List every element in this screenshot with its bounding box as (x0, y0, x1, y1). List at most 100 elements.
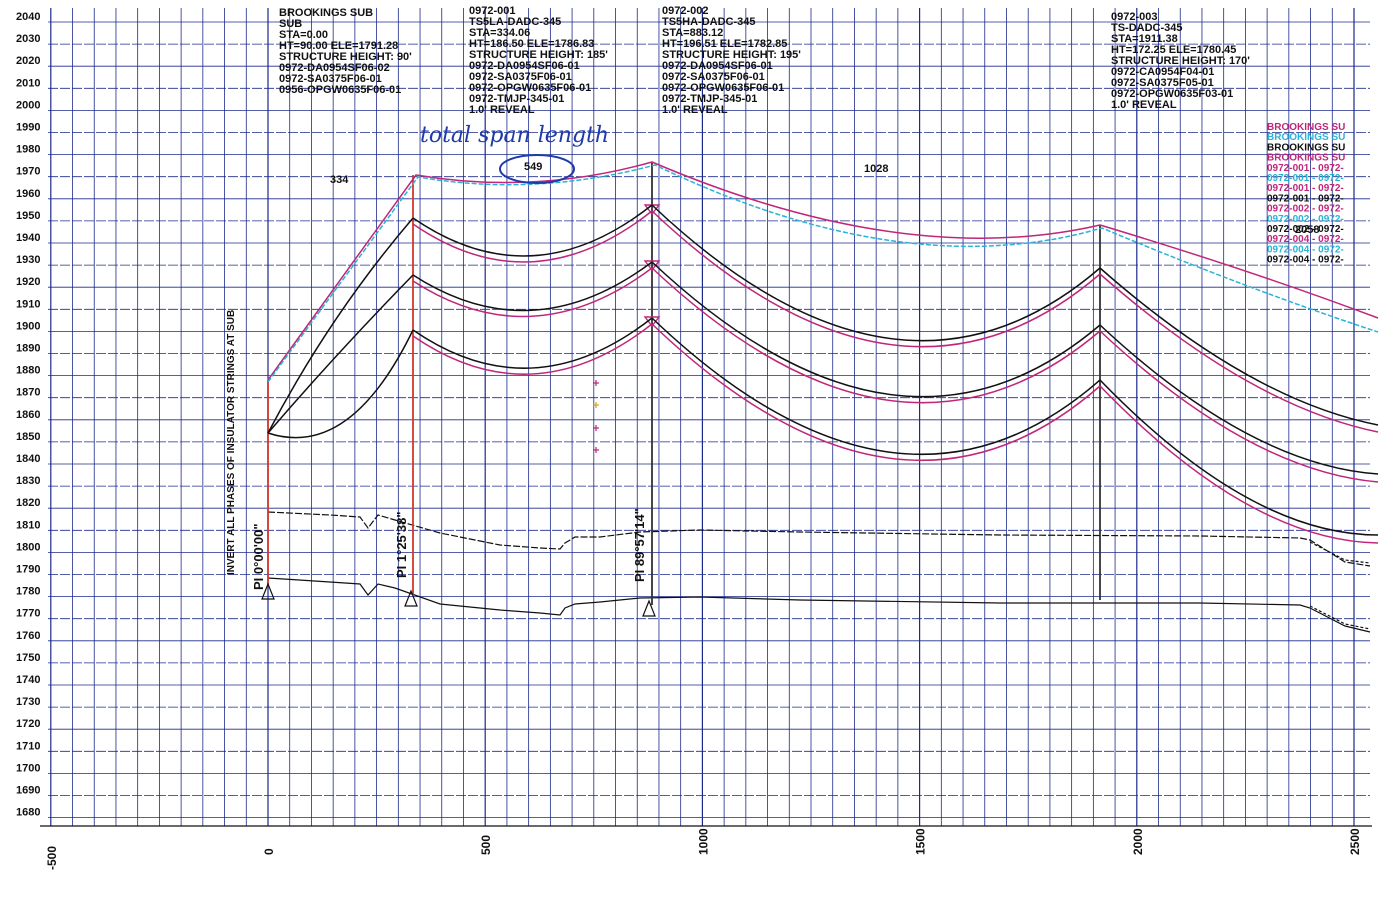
y-tick-label: 1720 (16, 718, 40, 730)
structure-header: TS5HA-DADC-345 (662, 16, 756, 28)
x-tick-label: 2000 (1131, 828, 1145, 855)
structure-header: 0972-CA0954F04-01 (1111, 66, 1214, 78)
ground-line-third (1309, 605, 1371, 630)
structure-header: STA=883.12 (662, 27, 723, 39)
y-tick-label: 1870 (16, 387, 40, 399)
shield-wire-magenta (267, 161, 1379, 381)
legend-entry: 0972-004 - 0972- (1267, 244, 1344, 255)
pi-label: PI 0°00'00" (251, 524, 266, 591)
y-tick-label: 1880 (16, 365, 40, 377)
legend-entry: BROOKINGS SU (1267, 153, 1345, 164)
phase-upper-span1a (267, 217, 414, 434)
pi-marker-1 (404, 589, 418, 607)
y-tick-label: 2030 (16, 33, 40, 45)
y-tick-label: 1960 (16, 188, 40, 200)
structure-header: 0972-SA0375F06-01 (662, 71, 765, 83)
structure-header: STRUCTURE HEIGHT: 170' (1111, 55, 1250, 67)
y-tick-label: 1680 (16, 807, 40, 819)
pi-label: PI 1°25'38" (394, 512, 409, 579)
structure-header: HT=196.51 ELE=1782.85 (662, 38, 787, 50)
legend-entry: 0972-001 - 0972- (1267, 193, 1344, 204)
y-tick-label: 2040 (16, 11, 40, 23)
legend-entry: BROOKINGS SU (1267, 142, 1345, 153)
span-label: 334 (330, 174, 349, 186)
structure-header: 1.0' REVEAL (1111, 99, 1177, 111)
y-tick-label: 1840 (16, 453, 40, 465)
legend-entry: BROOKINGS SU (1267, 132, 1345, 143)
y-tick-label: 1790 (16, 564, 40, 576)
y-tick-label: 2000 (16, 99, 40, 111)
legend-entry: 0972-002 - 0972- (1267, 214, 1344, 225)
structure-header: HT=186.50 ELE=1786.83 (469, 38, 594, 50)
phase-lower-span4b (1099, 385, 1379, 544)
y-tick-label: 1740 (16, 674, 40, 686)
ground-line-second (1309, 541, 1371, 564)
handwritten-circle (499, 154, 575, 184)
structure-header: 0972-003 (1111, 11, 1158, 23)
structure-header: 0956-OPGW0635F06-01 (279, 84, 401, 96)
y-tick-label: 1760 (16, 630, 40, 642)
structure-header: BROOKINGS SUB (279, 7, 373, 19)
x-tick-label: 1500 (914, 828, 928, 855)
structure-header: 0972-TMJP-345-01 (662, 93, 757, 105)
y-tick-label: 1810 (16, 519, 40, 531)
structure-header: STRUCTURE HEIGHT: 90' (279, 51, 412, 63)
pi-marker-2 (642, 599, 656, 617)
ground-profile (267, 511, 1371, 633)
handwritten-note: total span length (420, 123, 609, 148)
structure-header: 0972-001 (469, 5, 516, 17)
x-tick-label: 500 (479, 835, 493, 855)
structure-header: STA=0.00 (279, 29, 328, 41)
pi-labels: PI 0°00'00" PI 1°25'38" PI 89°57'14" INV… (226, 310, 647, 590)
structure-header: STRUCTURE HEIGHT: 185' (469, 49, 608, 61)
y-tick-label: 1820 (16, 497, 40, 509)
phase-lower-span2b (412, 323, 653, 375)
legend-entry: 0972-001 - 0972- (1267, 163, 1344, 174)
y-tick-label: 2010 (16, 77, 40, 89)
legend-entry: 0972-002 - 0972- (1267, 204, 1344, 215)
phase-lower-span4a (1099, 379, 1379, 536)
structure-header: HT=172.25 ELE=1780.45 (1111, 44, 1236, 56)
structure-header: 0972-OPGW0635F03-01 (1111, 88, 1233, 100)
structure-header: TS-DADC-345 (1111, 22, 1183, 34)
y-tick-label: 1890 (16, 343, 40, 355)
y-tick-label: 1800 (16, 541, 40, 553)
structure-header: STA=1911.38 (1111, 33, 1178, 45)
x-tick-label: 0 (262, 848, 276, 855)
y-tick-label: 1750 (16, 652, 40, 664)
structure-header: 0972-OPGW0635F06-01 (662, 82, 784, 94)
legend-entry: 0972-004 - 0972- (1267, 255, 1344, 266)
y-tick-label: 2020 (16, 55, 40, 67)
y-tick-label: 1990 (16, 122, 40, 134)
structure-header: 0972-002 (662, 5, 709, 17)
ground-line-upper (267, 511, 1371, 567)
span-label: 549 (524, 161, 542, 173)
x-tick-label: -500 (45, 846, 59, 870)
y-tick-label: 1780 (16, 586, 40, 598)
phase-lower-span1a (267, 329, 414, 439)
cross-mark (593, 425, 599, 431)
structure-header: 0972-DA0954SF06-01 (662, 60, 773, 72)
phase-middle-span4b (1099, 330, 1379, 483)
phase-lower-span2a (412, 317, 653, 369)
phase-lower-span3b (651, 323, 1101, 462)
phase-middle-span2b (412, 267, 653, 318)
y-tick-label: 1690 (16, 785, 40, 797)
phase-upper-span3b (651, 210, 1101, 348)
cross-marks (593, 380, 599, 453)
y-tick-label: 1770 (16, 608, 40, 620)
structure-header: STRUCTURE HEIGHT: 195' (662, 49, 801, 61)
y-tick-label: 1700 (16, 762, 40, 774)
phase-upper-span3a (651, 204, 1101, 342)
structure-header: 0972-SA0375F06-01 (279, 73, 382, 85)
structure-header: 0972-DA0954SF06-02 (279, 62, 390, 74)
y-tick-label: 1980 (16, 144, 40, 156)
side-note: INVERT ALL PHASES OF INSULATOR STRINGS A… (226, 310, 237, 575)
structure-header: 0972-SA0375F06-01 (469, 71, 572, 83)
structure-header: 0972-DA0954SF06-01 (469, 60, 580, 72)
x-tick-label: 2500 (1348, 828, 1362, 855)
phase-upper-span2a (412, 204, 653, 257)
phase-middle-span3a (651, 261, 1101, 398)
